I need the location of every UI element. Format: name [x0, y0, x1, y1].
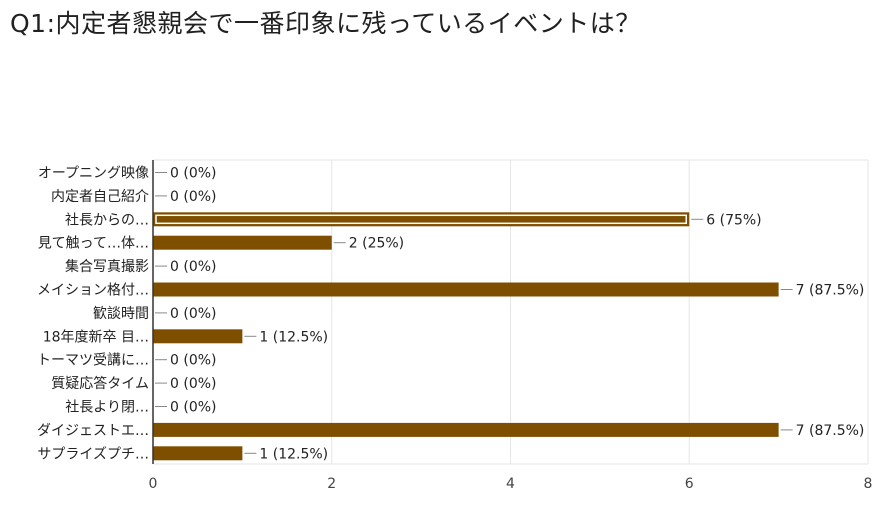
category-label: オープニング映像	[38, 166, 149, 182]
x-tick-label: 2	[327, 476, 336, 492]
category-label: 歓談時間	[93, 305, 149, 322]
value-label: 0 (0%)	[170, 376, 217, 392]
x-tick-label: 8	[864, 476, 873, 492]
value-label: 0 (0%)	[170, 259, 217, 275]
value-label: 7 (87.5%)	[796, 283, 865, 299]
value-label: 0 (0%)	[170, 353, 217, 369]
category-label: 見て触って…体…	[38, 236, 149, 252]
category-label: メイション格付…	[37, 283, 149, 299]
category-label: 内定者自己紹介	[51, 189, 149, 205]
category-label: トーマツ受講に…	[37, 353, 149, 369]
x-tick-label: 0	[149, 476, 158, 492]
category-label: 社長より閉…	[65, 400, 149, 416]
bar[interactable]	[153, 446, 243, 461]
value-label: 1 (12.5%)	[259, 329, 328, 345]
value-label: 2 (25%)	[349, 236, 404, 252]
bar[interactable]	[153, 282, 779, 297]
chart-title: Q1:内定者懇親会で一番印象に残っているイベントは？	[10, 9, 641, 38]
category-label: サプライズプチ…	[37, 446, 149, 462]
category-label: 集合写真撮影	[65, 258, 149, 275]
value-label: 0 (0%)	[170, 400, 217, 416]
bar[interactable]	[153, 329, 243, 344]
value-label: 0 (0%)	[170, 306, 217, 322]
x-tick-label: 6	[685, 476, 694, 492]
bar[interactable]	[153, 212, 690, 227]
value-label: 7 (87.5%)	[796, 423, 865, 439]
bar[interactable]	[153, 422, 779, 437]
value-label: 6 (75%)	[706, 212, 761, 228]
bar[interactable]	[153, 235, 332, 250]
x-tick-label: 4	[506, 476, 515, 492]
category-label: 社長からの…	[65, 212, 149, 228]
category-label: 18年度新卒 目…	[43, 329, 149, 345]
value-label: 1 (12.5%)	[259, 446, 328, 462]
category-label: ダイジェストエ…	[37, 423, 149, 439]
bar-highlight-outline	[155, 214, 687, 225]
category-label: 質疑応答タイム	[51, 375, 149, 392]
value-label: 0 (0%)	[170, 166, 217, 182]
value-label: 0 (0%)	[170, 189, 217, 205]
